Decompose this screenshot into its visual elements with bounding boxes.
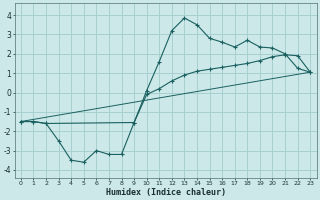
- X-axis label: Humidex (Indice chaleur): Humidex (Indice chaleur): [106, 188, 226, 197]
